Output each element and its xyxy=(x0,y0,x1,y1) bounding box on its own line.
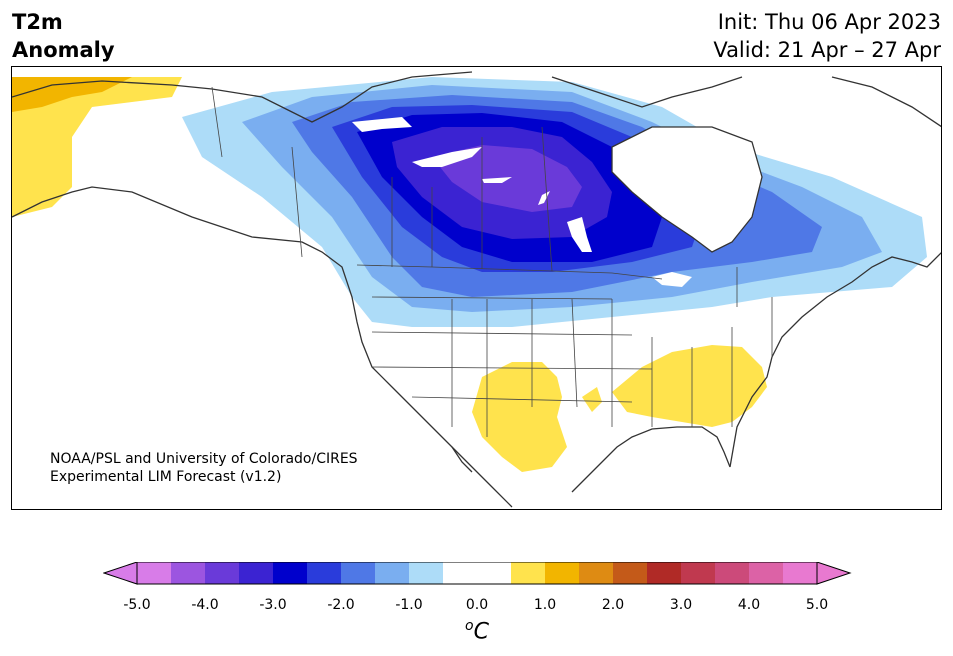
colorbar-arrow-right xyxy=(816,561,852,585)
colorbar-cells xyxy=(137,562,818,584)
colorbar-cell xyxy=(749,562,784,584)
colorbar-tick: -1.0 xyxy=(395,597,423,613)
anomaly-map: NOAA/PSL and University of Colorado/CIRE… xyxy=(11,66,942,510)
colorbar-cell xyxy=(579,562,614,584)
warm-region-alaska xyxy=(12,77,182,217)
colorbar-cell xyxy=(205,562,240,584)
credit-text: NOAA/PSL and University of Colorado/CIRE… xyxy=(50,450,358,486)
colorbar-tick: 4.0 xyxy=(737,597,761,613)
credit-line-1: NOAA/PSL and University of Colorado/CIRE… xyxy=(50,451,358,467)
colorbar-cell xyxy=(409,562,444,584)
unit-superscript: o xyxy=(465,618,474,634)
warm-region-alaska-core xyxy=(12,77,132,112)
warm-region-southwest xyxy=(472,362,567,472)
credit-line-2: Experimental LIM Forecast (v1.2) xyxy=(50,469,282,485)
colorbar-cell xyxy=(647,562,682,584)
init-date: Init: Thu 06 Apr 2023 xyxy=(717,10,941,34)
warm-region-southcentral xyxy=(582,387,602,412)
colorbar-tick: -4.0 xyxy=(191,597,219,613)
colorbar-tick: -2.0 xyxy=(327,597,355,613)
colorbar-cell xyxy=(477,562,512,584)
colorbar-tick: -5.0 xyxy=(123,597,151,613)
colorbar-unit: oC xyxy=(465,618,489,644)
colorbar-cell xyxy=(715,562,750,584)
colorbar-cell xyxy=(443,562,478,584)
map-title: T2m Anomaly xyxy=(12,8,115,64)
colorbar-cell xyxy=(341,562,376,584)
valid-dates: Valid: 21 Apr – 27 Apr xyxy=(713,38,941,62)
anomaly-shading xyxy=(12,77,927,472)
colorbar-cell xyxy=(613,562,648,584)
colorbar-tick: 3.0 xyxy=(669,597,693,613)
colorbar-cell xyxy=(307,562,342,584)
colorbar: -5.0 -4.0 -3.0 -2.0 -1.0 0.0 1.0 2.0 3.0 4.0 5.0 o… xyxy=(102,561,853,652)
unit-letter: C xyxy=(473,619,489,645)
colorbar-cell xyxy=(375,562,410,584)
hudson-bay xyxy=(612,127,762,252)
colorbar-tick: 0.0 xyxy=(465,597,489,613)
colorbar-arrow-left xyxy=(102,561,138,585)
colorbar-cell xyxy=(545,562,580,584)
colorbar-cell xyxy=(783,562,818,584)
colorbar-tick: 1.0 xyxy=(533,597,557,613)
title-line-1: T2m xyxy=(12,10,63,34)
warm-region-southeast xyxy=(612,345,767,427)
colorbar-cell xyxy=(137,562,172,584)
colorbar-cell xyxy=(681,562,716,584)
colorbar-tick: -3.0 xyxy=(259,597,287,613)
coastlines xyxy=(12,71,941,508)
colorbar-tick: 2.0 xyxy=(601,597,625,613)
colorbar-graphic xyxy=(102,561,852,585)
political-borders xyxy=(211,86,773,437)
colorbar-border xyxy=(136,561,818,585)
colorbar-cell xyxy=(239,562,274,584)
title-line-2: Anomaly xyxy=(12,38,115,62)
colorbar-cell xyxy=(273,562,308,584)
colorbar-tick: 5.0 xyxy=(805,597,829,613)
colorbar-cell xyxy=(511,562,546,584)
lakes xyxy=(352,117,692,287)
forecast-dates: Init: Thu 06 Apr 2023 Valid: 21 Apr – 27… xyxy=(713,8,941,64)
colorbar-cell xyxy=(171,562,206,584)
map-canvas xyxy=(12,71,941,508)
